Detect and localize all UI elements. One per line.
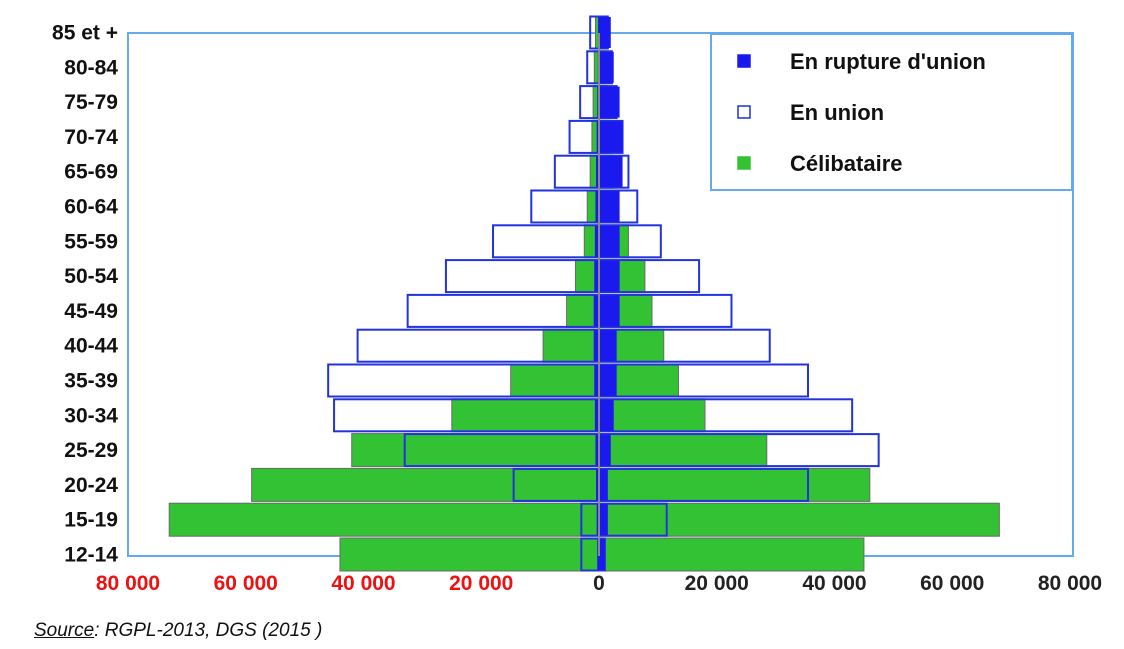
age-label-60-64: 60-64 bbox=[64, 196, 118, 219]
bar-rupture-left-55-59 bbox=[594, 225, 599, 257]
bar-rupture-right-75-79 bbox=[599, 86, 620, 118]
bar-celibataire-left-20-24 bbox=[251, 467, 600, 502]
legend-swatch-rupture bbox=[737, 54, 751, 68]
bar-celibataire-left-25-29 bbox=[351, 433, 600, 468]
age-label-30-34: 30-34 bbox=[64, 404, 118, 427]
bar-rupture-right-40-44 bbox=[599, 330, 617, 362]
bar-rupture-right-65-69 bbox=[599, 156, 623, 188]
x-tick-right-2: 40 000 bbox=[802, 572, 866, 595]
source-note: Source: RGPL-2013, DGS (2015 ) bbox=[34, 620, 322, 642]
bar-rupture-right-20-24 bbox=[599, 469, 608, 501]
legend-label-union: En union bbox=[790, 100, 884, 125]
age-label-20-24: 20-24 bbox=[64, 474, 118, 497]
bar-celibataire-right-15-19 bbox=[598, 502, 1000, 537]
source-text: : RGPL-2013, DGS (2015 ) bbox=[94, 620, 323, 641]
age-label-75-79: 75-79 bbox=[64, 91, 118, 114]
legend-swatch-union bbox=[737, 105, 751, 119]
x-tick-right-3: 60 000 bbox=[920, 572, 984, 595]
bar-celibataire-left-15-19 bbox=[168, 502, 600, 537]
bar-rupture-left-60-64 bbox=[595, 191, 599, 222]
bar-rupture-left-70-74 bbox=[596, 121, 599, 153]
age-label-45-49: 45-49 bbox=[64, 300, 118, 323]
legend-label-rupture: En rupture d'union bbox=[790, 49, 986, 74]
bars-group bbox=[168, 15, 1000, 572]
age-label-70-74: 70-74 bbox=[64, 126, 118, 149]
bar-rupture-right-70-74 bbox=[599, 121, 623, 153]
bar-rupture-right-85-et- bbox=[599, 17, 611, 48]
x-tick-right-0: 0 bbox=[593, 572, 605, 595]
bar-rupture-left-40-44 bbox=[593, 330, 599, 362]
bar-rupture-right-12-14 bbox=[599, 539, 605, 570]
age-label-80-84: 80-84 bbox=[64, 56, 118, 79]
bar-rupture-right-25-29 bbox=[599, 434, 611, 466]
bar-rupture-left-15-19 bbox=[596, 504, 599, 536]
bar-celibataire-left-35-39 bbox=[510, 363, 600, 398]
bar-rupture-right-45-49 bbox=[599, 295, 620, 327]
legend-box bbox=[710, 33, 1073, 191]
bar-celibataire-right-25-29 bbox=[598, 433, 768, 468]
age-label-65-69: 65-69 bbox=[64, 161, 118, 184]
bar-rupture-left-85-et- bbox=[598, 17, 599, 48]
bar-celibataire-left-30-34 bbox=[451, 398, 600, 433]
bar-rupture-right-50-54 bbox=[599, 260, 620, 292]
x-tick-right-4: 80 000 bbox=[1038, 572, 1102, 595]
age-label-55-59: 55-59 bbox=[64, 230, 118, 253]
x-tick-right-1: 20 000 bbox=[685, 572, 749, 595]
bar-rupture-left-20-24 bbox=[596, 469, 599, 501]
age-label-35-39: 35-39 bbox=[64, 370, 118, 393]
bar-rupture-right-80-84 bbox=[599, 51, 614, 83]
x-tick-left-0: 80 000 bbox=[96, 572, 160, 595]
age-label-15-19: 15-19 bbox=[64, 509, 118, 532]
source-label: Source bbox=[34, 620, 95, 641]
x-tick-labels: 80 000 60 000 40 000 20 000 0 20 000 40 000 60 … bbox=[96, 572, 1102, 595]
bar-rupture-left-30-34 bbox=[594, 399, 599, 431]
bar-celibataire-right-12-14 bbox=[598, 537, 865, 572]
age-label-25-29: 25-29 bbox=[64, 439, 118, 462]
legend-swatch-celibataire bbox=[737, 156, 751, 170]
age-label-12-14: 12-14 bbox=[64, 544, 118, 567]
bar-rupture-right-30-34 bbox=[599, 399, 614, 431]
age-label-85-et-: 85 et + bbox=[52, 22, 118, 45]
bar-rupture-left-65-69 bbox=[596, 156, 599, 188]
legend: En rupture d'union En union Célibataire bbox=[710, 33, 1073, 191]
x-tick-left-3: 20 000 bbox=[449, 572, 513, 595]
bar-rupture-right-60-64 bbox=[599, 191, 620, 222]
bar-celibataire-left-12-14 bbox=[339, 537, 600, 572]
bar-celibataire-right-20-24 bbox=[598, 467, 871, 502]
bar-rupture-left-45-49 bbox=[593, 295, 599, 327]
bar-rupture-left-50-54 bbox=[594, 260, 599, 292]
bar-rupture-right-35-39 bbox=[599, 365, 617, 396]
bar-rupture-right-15-19 bbox=[599, 504, 608, 536]
age-labels: 12-14 15-19 20-24 25-29 30-34 35-39 40-44 45-49… bbox=[52, 22, 118, 567]
bar-rupture-left-35-39 bbox=[594, 365, 599, 396]
legend-label-celibataire: Célibataire bbox=[790, 151, 903, 176]
bar-union-left-55-59 bbox=[492, 224, 600, 259]
x-tick-left-2: 40 000 bbox=[331, 572, 395, 595]
bar-rupture-left-25-29 bbox=[595, 434, 599, 466]
bar-rupture-right-55-59 bbox=[599, 225, 620, 257]
x-tick-left-1: 60 000 bbox=[214, 572, 278, 595]
age-label-40-44: 40-44 bbox=[64, 335, 118, 358]
age-label-50-54: 50-54 bbox=[64, 265, 118, 288]
bar-celibataire-left-40-44 bbox=[542, 328, 600, 363]
bar-celibataire-right-30-34 bbox=[598, 398, 706, 433]
